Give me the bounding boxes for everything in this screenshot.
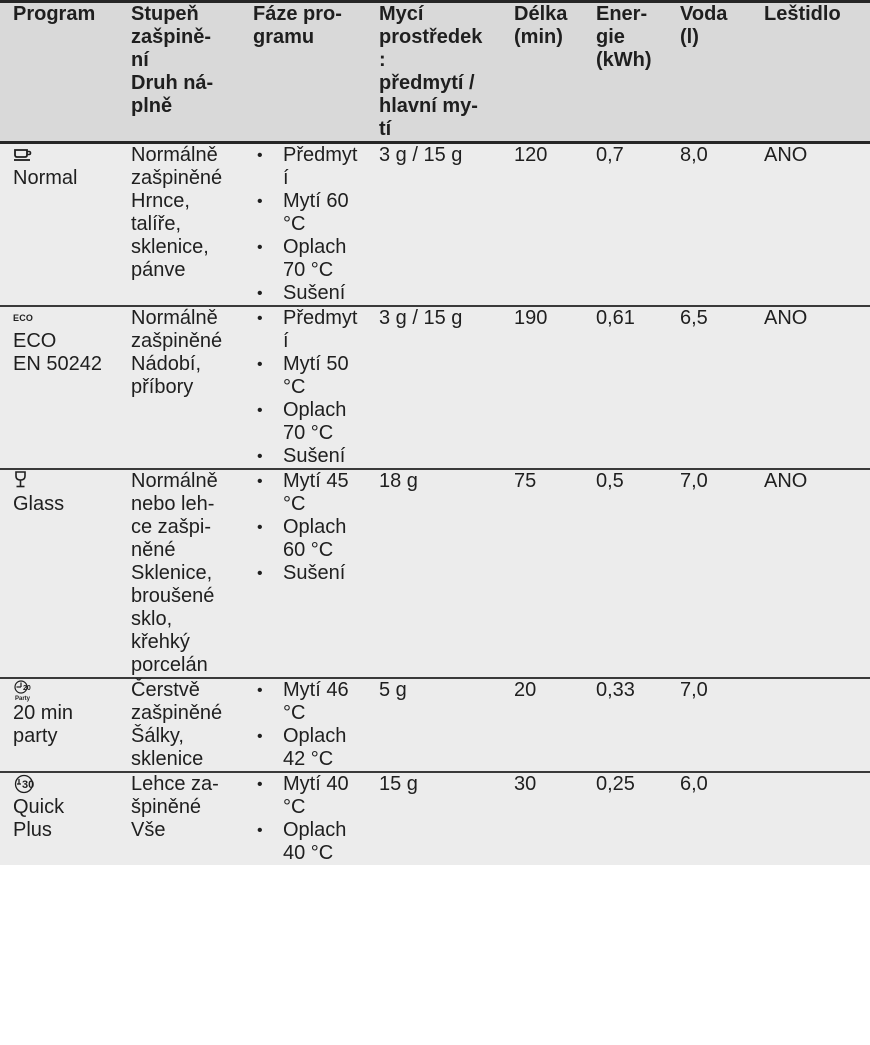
table-row: 20 Party 20 min party Čerstvě zašpiněné Šálk… bbox=[0, 678, 870, 773]
phase-item: Sušení bbox=[253, 562, 366, 585]
energy-cell: 0,61 bbox=[583, 306, 667, 470]
phase-item: Mytí 46°C bbox=[253, 679, 366, 725]
timer-20-party-icon: 20 Party bbox=[13, 679, 118, 702]
header-detergent: Mycí prostředek: předmytí / hlavní my-tí bbox=[366, 0, 501, 144]
water-cell: 7,0 bbox=[667, 678, 751, 773]
phase-item: Mytí 50°C bbox=[253, 353, 366, 399]
detergent-cell: 15 g bbox=[379, 773, 418, 795]
detergent-cell: 3 g / 15 g bbox=[366, 306, 501, 470]
phase-item: Mytí 60°C bbox=[253, 190, 366, 236]
energy-cell: 0,25 bbox=[596, 773, 635, 795]
water-cell: 6,5 bbox=[667, 306, 751, 470]
detergent-cell: 5 g bbox=[366, 678, 501, 773]
energy-cell: 0,5 bbox=[583, 469, 667, 679]
header-water: Voda (l) bbox=[667, 0, 751, 144]
duration-cell: 120 bbox=[501, 142, 583, 307]
phase-item: Sušení bbox=[253, 282, 366, 305]
header-program-phases: Fáze pro-gramu bbox=[240, 0, 366, 144]
table-header-row: Program Stupeň zašpině-ní Druh ná-plně Fáz… bbox=[0, 0, 870, 144]
rinse-aid-cell: ANO bbox=[751, 306, 870, 470]
table-row: Normal Normálně zašpiněné Hrnce, talíře, skl… bbox=[0, 142, 870, 307]
program-cell: Normal bbox=[0, 142, 118, 307]
rinse-aid-cell bbox=[751, 678, 870, 773]
energy-cell: 0,7 bbox=[583, 142, 667, 307]
phase-item: Mytí 40°C bbox=[253, 773, 366, 819]
detergent-cell: 18 g bbox=[366, 469, 501, 679]
soil-cell: Čerstvě zašpiněné Šálky, sklenice bbox=[118, 678, 240, 773]
program-cell: 20 Party 20 min party bbox=[0, 678, 118, 773]
water-cell: 7,0 bbox=[667, 469, 751, 679]
header-energy: Ener-gie (kWh) bbox=[583, 0, 667, 144]
program-cell: Glass bbox=[0, 469, 118, 679]
program-cell: 30 Quick Plus bbox=[0, 772, 118, 865]
rinse-aid-cell: ANO bbox=[751, 142, 870, 307]
soil-cell: Normálně zašpiněné Nádobí, příbory bbox=[118, 306, 240, 470]
cup-icon bbox=[13, 144, 118, 167]
svg-text:20: 20 bbox=[23, 685, 31, 692]
table-row: Glass Normálně nebo leh-ce zašpi-něné Skle… bbox=[0, 469, 870, 679]
header-program: Program bbox=[0, 0, 118, 144]
duration-cell: 20 bbox=[501, 678, 583, 773]
rinse-aid-cell bbox=[751, 772, 870, 865]
rinse-aid-cell: ANO bbox=[751, 469, 870, 679]
water-cell: 8,0 bbox=[667, 142, 751, 307]
soil-cell: Lehce za-špiněné Vše bbox=[131, 773, 219, 841]
duration-cell: 30 bbox=[514, 773, 537, 795]
eco-icon: ECO bbox=[13, 313, 34, 323]
program-table: Program Stupeň zašpině-ní Druh ná-plně Fáz… bbox=[0, 0, 870, 865]
header-soil-level: Stupeň zašpině-ní Druh ná-plně bbox=[118, 0, 240, 144]
header-duration: Délka (min) bbox=[501, 0, 583, 144]
timer-30-icon: 30 bbox=[13, 773, 118, 796]
wine-glass-icon bbox=[13, 470, 118, 493]
table-row: ECO ECO EN 50242 Normálně zašpiněné Nádobí,… bbox=[0, 306, 870, 470]
phase-item: Mytí 45°C bbox=[253, 470, 366, 516]
soil-cell: Normálně nebo leh-ce zašpi-něné Sklenice, b… bbox=[118, 469, 240, 679]
duration-cell: 75 bbox=[501, 469, 583, 679]
svg-text:30: 30 bbox=[22, 779, 34, 791]
svg-text:Party: Party bbox=[15, 696, 31, 702]
program-cell: ECO ECO EN 50242 bbox=[0, 306, 118, 470]
detergent-cell: 3 g / 15 g bbox=[366, 142, 501, 307]
energy-cell: 0,33 bbox=[583, 678, 667, 773]
duration-cell: 190 bbox=[501, 306, 583, 470]
soil-cell: Normálně zašpiněné Hrnce, talíře, sklenice, p… bbox=[118, 142, 240, 307]
water-cell: 6,0 bbox=[680, 773, 708, 795]
phase-item: Sušení bbox=[253, 445, 366, 468]
header-rinse-aid: Leštidlo bbox=[751, 0, 870, 144]
